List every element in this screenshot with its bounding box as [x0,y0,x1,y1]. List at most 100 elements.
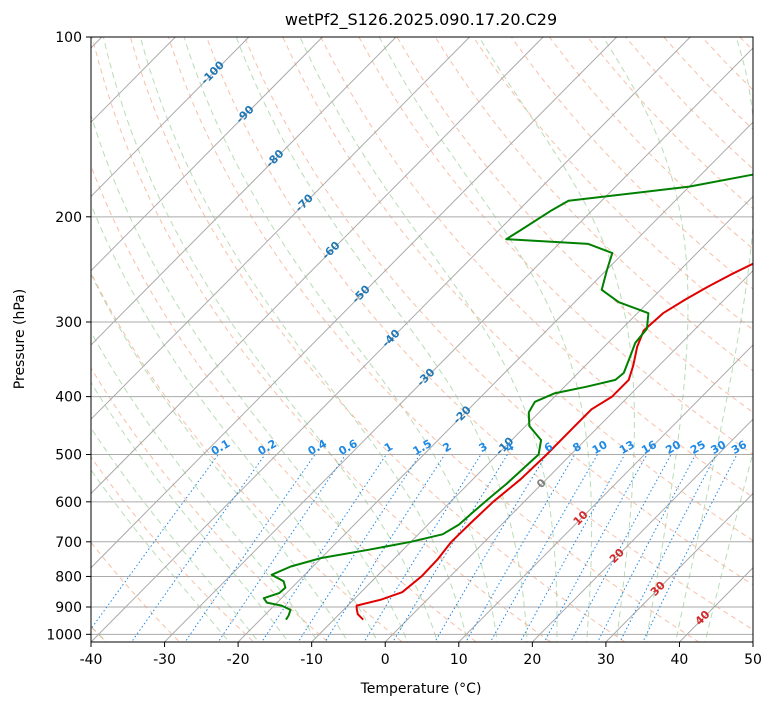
moist-adiabat [91,427,260,642]
plot-frame [90,36,754,643]
dry-adiabat [91,541,181,642]
profile-series [262,173,753,621]
dry-adiabat [282,37,753,542]
isotherm-line [752,641,753,642]
mixing-ratio-label: 3 [477,440,490,455]
temperature-line [355,262,753,621]
dry-adiabat [663,37,753,131]
moist-adiabat [378,37,593,642]
isotherm-line [679,567,753,642]
dewpoint-line [262,173,753,621]
moist-adiabat [139,37,468,642]
dry-adiabat [510,37,753,290]
mixing-ratio-line [91,454,219,630]
mixing-ratio-line [324,454,446,642]
x-tick-label: 0 [381,652,390,668]
pressure-gridlines [91,37,753,635]
dry-adiabat [244,37,753,586]
dry-adiabat [167,37,700,642]
y-tick-label: 500 [55,448,82,464]
isotherm-line [91,37,544,495]
isotherm-line [384,269,753,642]
x-tick-label: -10 [300,652,323,668]
moist-adiabat [183,37,498,642]
chart-title: wetPf2_S126.2025.090.17.20.C29 [285,10,557,30]
y-tick-label: 700 [55,535,82,551]
dry-adiabat [739,37,753,52]
moist-adiabat [91,381,290,642]
moist-adiabat [602,37,689,642]
isotherm-line [91,37,323,272]
x-tick-label: 30 [597,652,615,668]
mixing-ratio-line [543,454,648,642]
y-tick-label: 400 [55,390,82,406]
mixing-ratio-line [619,454,717,642]
mixing-ratio-line [434,454,547,642]
mixing-ratio-line [465,454,576,642]
x-tick-label: -30 [153,652,176,668]
moist-adiabat [235,37,528,642]
moist-adiabat [91,272,349,642]
dry-adiabat [129,37,626,642]
isotherm-line [91,37,470,420]
moist-adiabat [91,469,230,642]
isotherm-line [237,121,753,642]
moist-adiabat [478,37,635,642]
x-tick-label: 50 [744,652,762,668]
y-tick-label: 800 [55,569,82,585]
isotherm-line [531,418,753,642]
y-tick-label: 1000 [46,627,82,643]
isotherm-line [164,47,753,642]
y-axis-ticks: 100 200 300 400 500 600 700 800 900 1000 [46,30,91,643]
mixing-ratio-line [297,454,421,642]
mixing-ratio-lines [91,454,738,642]
moist-adiabat [704,450,753,642]
y-axis-label: Pressure (hPa) [12,289,28,389]
dry-adiabat [701,37,753,91]
moist-adiabat [102,37,439,642]
isotherm-line [91,37,250,198]
isopleth-labels: -100-90-80-70-60-50-40-30-20-10010203040… [198,58,749,628]
isotherm-line [91,37,691,642]
dry-adiabat [396,37,753,413]
mixing-ratio-line [597,454,697,642]
y-tick-label: 200 [55,210,82,226]
moist-adiabat [91,330,319,642]
isotherm-line [91,37,618,569]
mixing-ratio-line [489,454,598,642]
y-tick-label: 300 [55,315,82,331]
x-tick-label: -40 [80,652,103,668]
mixing-ratio-label: 2 [440,440,453,455]
y-tick-label: 600 [55,495,82,511]
mixing-ratio-label: 1 [382,440,395,455]
dry-adiabat [434,37,753,372]
skewed-isotherms [91,37,753,642]
mixing-ratio-line [519,454,626,642]
mixing-ratio-line [363,454,482,642]
isotherm-line [605,492,753,642]
mixing-ratio-line [570,454,672,642]
x-tick-label: -20 [227,652,250,668]
dry-adiabat [91,367,329,642]
mixing-ratio-line [184,454,316,642]
dry-adiabat [91,271,404,642]
y-tick-label: 100 [55,30,82,46]
mixing-ratio-line [217,454,347,642]
dry-adiabats [91,37,753,642]
x-tick-label: 20 [523,652,541,668]
dry-adiabat [358,37,753,456]
isotherm-line [458,344,753,642]
x-axis-label: Temperature (°C) [360,681,482,697]
x-tick-label: 10 [450,652,468,668]
dry-adiabat [91,37,552,642]
mixing-ratio-line [130,454,266,642]
moist-adiabat [299,37,558,642]
plot-area: -100-90-80-70-60-50-40-30-20-10010203040… [91,37,753,642]
y-tick-label: 900 [55,600,82,616]
dry-adiabat [91,164,478,642]
moist-adiabat [91,203,379,642]
isotherm-line [91,37,397,346]
dry-adiabat [206,37,753,631]
x-tick-label: 40 [671,652,689,668]
